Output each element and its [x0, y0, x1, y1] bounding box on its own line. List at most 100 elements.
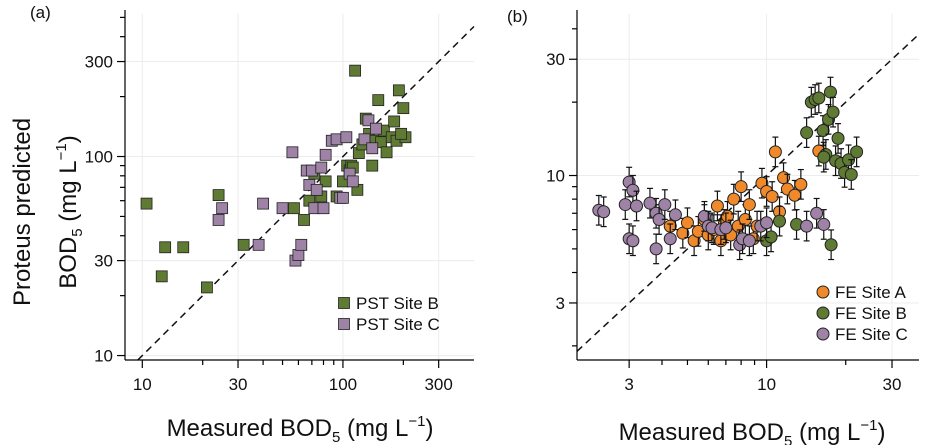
- data-point: [794, 177, 808, 191]
- x-tick-label-3: 300: [424, 375, 452, 394]
- x-tick-label-1: 10: [757, 375, 776, 394]
- panel-b: 3 10 30 3 10 30 (b) FE Site A FE Site B FE Site C: [507, 7, 920, 394]
- x-tick-label-1: 30: [229, 375, 248, 394]
- data-point: [817, 217, 831, 231]
- data-point: [734, 180, 748, 194]
- y-tick-label-3: 300: [85, 53, 113, 72]
- legend-label: FE Site C: [835, 325, 908, 344]
- data-point: [366, 159, 379, 172]
- data-point: [337, 191, 349, 204]
- data-point: [370, 122, 382, 135]
- one-to-one-line: [576, 33, 920, 352]
- y-label-sup: −1: [53, 143, 70, 160]
- y-axis-label-line1: Proteus predicted: [9, 118, 36, 306]
- data-point: [216, 202, 229, 215]
- data-point: [358, 133, 371, 146]
- data-point: [212, 214, 225, 226]
- data-point: [372, 94, 385, 107]
- y-label-unit: (mg L: [55, 160, 82, 228]
- data-point: [680, 216, 694, 230]
- data-point: [800, 219, 814, 233]
- data-point: [395, 127, 408, 140]
- panel-label: (b): [507, 7, 528, 26]
- xa-sub: 5: [332, 429, 340, 445]
- data-point: [237, 238, 250, 251]
- data-point: [317, 202, 330, 215]
- data-point: [349, 64, 362, 77]
- y-label-bod: BOD: [55, 237, 82, 289]
- legend-marker: [338, 297, 350, 309]
- data-point: [826, 105, 840, 119]
- xb-sub: 5: [784, 433, 792, 445]
- data-point: [155, 270, 168, 283]
- x-axis-label-b: Measured BOD5 (mg L−1): [619, 417, 886, 445]
- data-point: [764, 230, 778, 244]
- legend-marker: [816, 306, 830, 320]
- y-label-sub: 5: [69, 228, 86, 236]
- data-point: [844, 167, 858, 181]
- data-point: [346, 175, 359, 188]
- data-point: [252, 238, 265, 251]
- one-to-one-line: [137, 25, 475, 361]
- data-point: [850, 145, 864, 159]
- y-tick-label-1: 30: [94, 252, 113, 271]
- xa-close: ): [425, 415, 433, 442]
- data-point: [773, 214, 787, 228]
- data-point: [668, 208, 682, 222]
- data-point: [812, 91, 826, 105]
- data-point: [380, 146, 393, 159]
- data-point: [177, 241, 190, 254]
- data-point: [298, 214, 310, 226]
- xb-bod: Measured BOD: [619, 419, 784, 445]
- data-point: [392, 84, 405, 97]
- data-point: [626, 234, 640, 248]
- data-point: [710, 199, 724, 213]
- data-point: [201, 281, 213, 294]
- data-point: [159, 241, 172, 254]
- data-point: [366, 142, 379, 155]
- xa-bod: Measured BOD: [167, 415, 332, 442]
- data-point: [824, 238, 838, 252]
- xa-unit: (mg L: [340, 415, 408, 442]
- y-tick-label-2: 30: [546, 50, 565, 69]
- data-point: [768, 145, 782, 159]
- data-point: [388, 115, 401, 128]
- legend-label: FE Site B: [835, 304, 907, 323]
- panel-a: 10 30 100 300 10 30 100 300 (a) PST Site B PST Sit…: [30, 3, 475, 394]
- data-point: [212, 189, 225, 201]
- data-point: [397, 102, 410, 115]
- data-point: [831, 131, 845, 145]
- x-tick-label-0: 3: [624, 375, 633, 394]
- data-point: [319, 175, 332, 188]
- data-point: [626, 183, 640, 197]
- xb-sup: −1: [860, 417, 877, 434]
- y-tick-label-0: 10: [94, 347, 113, 366]
- data-point: [319, 148, 332, 161]
- data-point: [800, 126, 814, 140]
- legend-marker: [338, 318, 350, 330]
- data-point: [630, 199, 644, 213]
- data-point: [663, 232, 677, 246]
- x-tick-label-0: 10: [133, 375, 152, 394]
- y-tick-label-0: 3: [556, 294, 565, 313]
- data-point: [618, 198, 632, 212]
- x-axis-label-a: Measured BOD5 (mg L−1): [167, 413, 434, 445]
- y-label-close: ): [55, 135, 82, 143]
- data-point: [823, 85, 837, 99]
- x-tick-label-2: 30: [883, 375, 902, 394]
- y-axis-label-line2: BOD5 (mg L−1): [53, 135, 86, 288]
- data-point: [727, 192, 741, 206]
- data-point: [340, 131, 353, 144]
- data-point: [295, 238, 308, 251]
- y-tick-label-2: 100: [85, 148, 113, 167]
- data-point: [315, 161, 328, 174]
- legend-label: PST Site C: [356, 315, 440, 334]
- data-point: [276, 202, 289, 215]
- data-point: [257, 197, 269, 210]
- data-point: [817, 150, 831, 164]
- data-point: [742, 198, 756, 212]
- x-tick-label-2: 100: [329, 375, 357, 394]
- xb-unit: (mg L: [792, 419, 860, 445]
- data-point: [362, 114, 375, 127]
